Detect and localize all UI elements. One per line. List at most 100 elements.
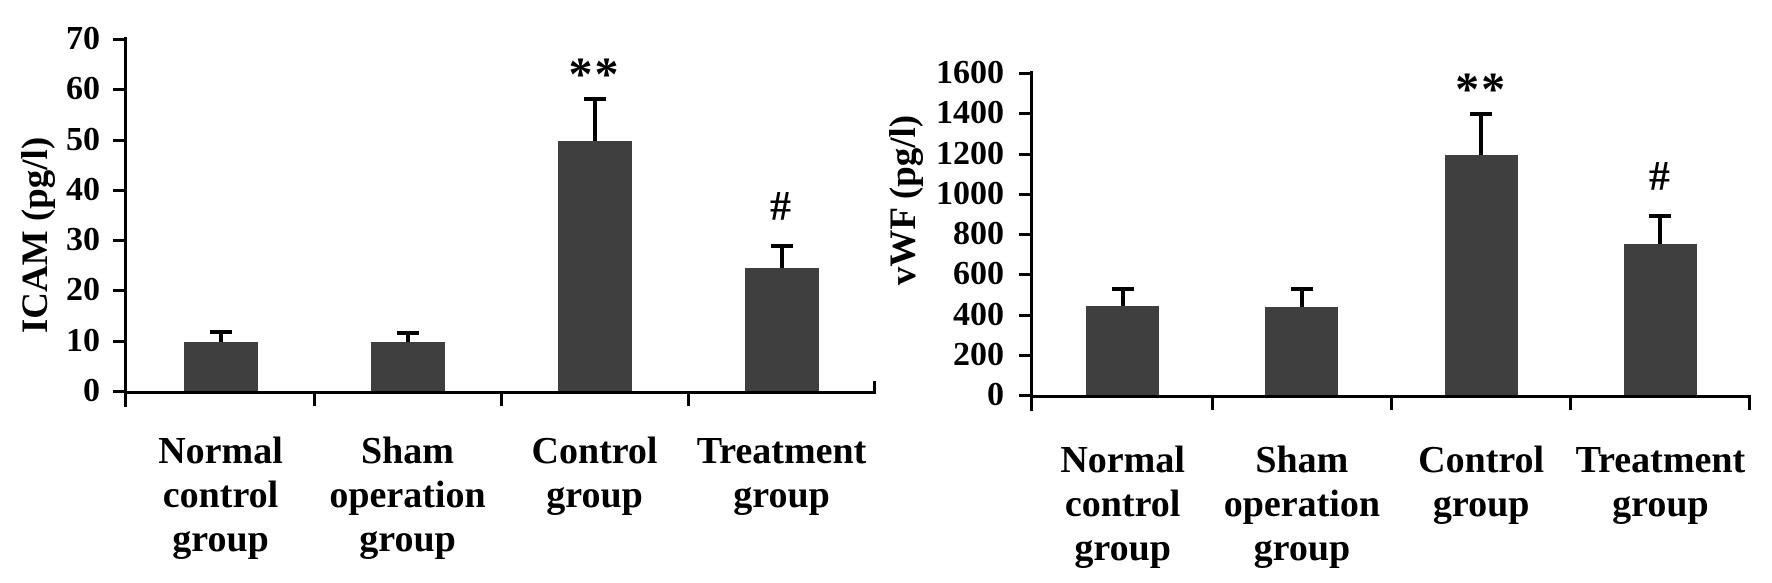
- error-bar-cap: [1111, 287, 1134, 292]
- y-tick-label: 1000: [936, 174, 1004, 212]
- category-label-line: control: [162, 474, 279, 516]
- y-tick: [1019, 72, 1030, 75]
- y-tick-label: 40: [66, 170, 100, 208]
- category-label-line: group: [359, 518, 456, 560]
- category-label: Normal control group: [127, 429, 314, 561]
- category-label: Sham operation group: [314, 429, 501, 561]
- category-label-line: Normal: [1060, 439, 1185, 481]
- category-label-line: group: [1253, 527, 1351, 569]
- y-tick: [113, 38, 124, 41]
- category-label-line: control: [1064, 483, 1181, 525]
- category-label: Control group: [1392, 438, 1571, 526]
- category-label-line: Treatment: [696, 430, 867, 472]
- x-boundary-tick: [686, 394, 690, 406]
- y-tick-label: 50: [66, 120, 100, 158]
- category-label: Treatment group: [1571, 438, 1750, 526]
- category-label: Control group: [501, 429, 688, 517]
- x-boundary-tick: [312, 394, 316, 406]
- x-end-tick: [873, 381, 876, 391]
- y-tick: [113, 88, 124, 92]
- bar: [1265, 307, 1339, 395]
- category-label: Treatment group: [688, 429, 875, 517]
- significance-annotation: **: [1455, 63, 1508, 117]
- category-label-line: group: [1612, 483, 1709, 525]
- y-tick-label: 70: [66, 20, 100, 57]
- x-end-tick: [1748, 398, 1751, 410]
- category-label-line: group: [172, 518, 269, 560]
- bar: [1623, 244, 1697, 395]
- y-tick: [1019, 353, 1030, 357]
- y-tick: [113, 339, 124, 343]
- category-label-line: group: [1432, 483, 1530, 525]
- y-tick-label: 1600: [936, 54, 1004, 91]
- y-tick: [113, 239, 124, 243]
- x-axis: [124, 391, 876, 394]
- significance-annotation: **: [568, 48, 621, 102]
- y-tick-label: 1200: [936, 134, 1004, 172]
- x-boundary-tick: [1210, 398, 1214, 410]
- y-tick: [113, 138, 124, 142]
- y-axis: [1030, 71, 1033, 411]
- y-axis: [124, 37, 127, 407]
- x-boundary-tick: [1569, 398, 1573, 410]
- error-bar-cap: [209, 330, 232, 335]
- category-label-line: Treatment: [1575, 439, 1746, 481]
- y-tick-label: 800: [953, 215, 1004, 252]
- error-bar-stem: [1120, 289, 1125, 307]
- category-label-line: operation: [1223, 483, 1380, 525]
- y-tick: [1019, 394, 1030, 397]
- category-label-line: Sham: [361, 430, 454, 472]
- x-axis: [1030, 395, 1751, 398]
- x-boundary-tick: [1390, 398, 1393, 410]
- y-tick-label: 600: [953, 255, 1004, 293]
- y-axis-label: vWF (pg/l): [883, 114, 924, 286]
- error-bar-cap: [1649, 213, 1672, 218]
- y-tick-label: 10: [66, 321, 100, 359]
- error-bar-stem: [1299, 288, 1304, 308]
- y-tick: [1019, 192, 1030, 196]
- error-bar-cap: [1290, 286, 1313, 291]
- bar: [1444, 154, 1518, 395]
- y-tick: [113, 188, 124, 192]
- category-label-line: group: [1074, 527, 1171, 569]
- bar: [744, 268, 819, 391]
- significance-annotation: #: [1648, 153, 1672, 200]
- y-tick-label: 200: [953, 335, 1004, 373]
- category-label-line: operation: [329, 474, 486, 516]
- category-label-line: Control: [1418, 439, 1545, 481]
- significance-annotation: #: [770, 184, 793, 231]
- category-label: Normal control group: [1033, 438, 1212, 570]
- y-tick-label: 400: [953, 295, 1004, 333]
- error-bar-stem: [1658, 215, 1663, 245]
- error-bar-stem: [779, 246, 784, 269]
- y-tick-label: 0: [987, 376, 1004, 413]
- y-tick-label: 20: [66, 271, 100, 309]
- y-tick: [1019, 233, 1030, 236]
- bar: [557, 140, 632, 391]
- category-label-line: Control: [531, 430, 658, 472]
- y-tick: [113, 289, 124, 293]
- error-bar-stem: [405, 333, 410, 342]
- error-bar-cap: [396, 331, 419, 336]
- error-bar-cap: [583, 97, 606, 102]
- y-tick-label: 0: [83, 372, 100, 409]
- y-tick: [1019, 152, 1030, 156]
- error-bar-stem: [1479, 114, 1484, 155]
- category-label-line: Normal: [158, 430, 283, 472]
- bar: [183, 341, 258, 391]
- category-label-line: group: [546, 474, 643, 516]
- y-tick-label: 1400: [936, 94, 1004, 132]
- error-bar-stem: [592, 99, 597, 141]
- y-tick-label: 60: [66, 70, 100, 108]
- bar: [1086, 306, 1160, 395]
- bar: [370, 341, 445, 391]
- error-bar-cap: [770, 244, 793, 249]
- y-tick: [1019, 112, 1030, 116]
- category-label-line: Sham: [1255, 439, 1349, 481]
- y-tick-label: 30: [66, 221, 100, 259]
- x-boundary-tick: [499, 394, 503, 406]
- y-tick: [113, 390, 124, 393]
